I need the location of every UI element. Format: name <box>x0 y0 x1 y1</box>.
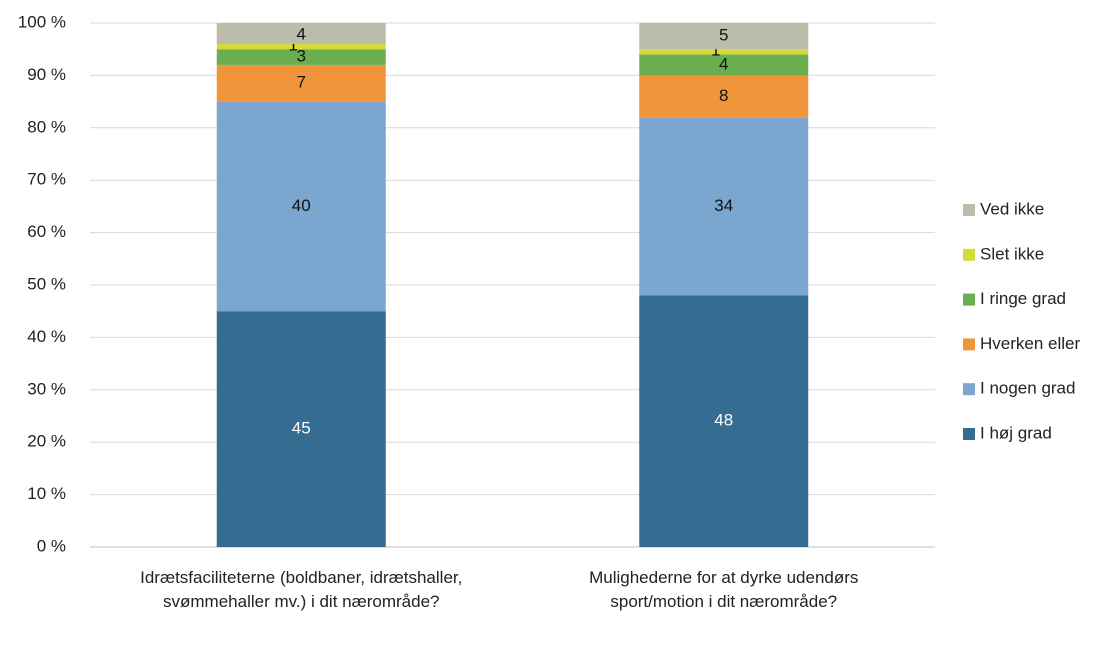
bar-segment <box>216 64 386 102</box>
y-tick-label: 90 % <box>27 65 66 84</box>
legend-label: I ringe grad <box>980 289 1066 308</box>
legend-label: Slet ikke <box>980 244 1044 263</box>
y-tick-label: 10 % <box>27 484 66 503</box>
x-tick-label: Idrætsfaciliteterne (boldbaner, idrætsha… <box>140 568 463 611</box>
legend-swatch <box>963 338 975 351</box>
bar-segment <box>639 117 809 296</box>
data-label: 5 <box>719 26 728 45</box>
y-tick-label: 80 % <box>27 117 66 136</box>
bar-segment <box>639 75 809 118</box>
legend-label: I høj grad <box>980 423 1052 442</box>
y-tick-label: 60 % <box>27 222 66 241</box>
data-label: 45 <box>292 419 311 438</box>
data-label: 4 <box>719 54 728 73</box>
bar-segment <box>639 295 809 547</box>
legend-label: Ved ikke <box>980 199 1044 218</box>
y-tick-label: 100 % <box>18 12 66 31</box>
y-tick-label: 40 % <box>27 327 66 346</box>
y-tick-label: 50 % <box>27 274 66 293</box>
data-label: 34 <box>714 196 733 215</box>
data-label: 7 <box>297 73 306 92</box>
x-tick-label: Mulighederne for at dyrke udendørs sport… <box>589 568 859 611</box>
y-tick-label: 0 % <box>37 536 66 555</box>
data-label: 3 <box>297 47 306 66</box>
legend-label: Hverken eller <box>980 334 1080 353</box>
legend-swatch <box>963 204 975 216</box>
bar-segment <box>639 49 809 55</box>
bar-segment <box>216 101 386 312</box>
y-tick-label: 20 % <box>27 432 66 451</box>
legend-label: I nogen grad <box>980 379 1075 398</box>
y-tick-label: 30 % <box>27 379 66 398</box>
data-label: 4 <box>297 24 306 43</box>
legend-swatch <box>963 428 975 440</box>
data-label: 48 <box>714 411 733 430</box>
bar-segment <box>639 23 809 50</box>
legend-swatch <box>963 248 975 261</box>
data-label: 1 <box>289 35 298 54</box>
bar-segment <box>216 311 386 547</box>
legend-swatch <box>963 383 975 396</box>
bar-segment <box>216 23 386 44</box>
y-tick-label: 70 % <box>27 170 66 189</box>
legend-swatch <box>963 293 975 306</box>
bar-segment <box>216 43 386 50</box>
bar-segment <box>216 49 386 65</box>
bar-segment <box>639 54 809 76</box>
data-label: 8 <box>719 86 728 105</box>
data-label: 1 <box>711 41 720 60</box>
data-label: 40 <box>292 196 311 215</box>
